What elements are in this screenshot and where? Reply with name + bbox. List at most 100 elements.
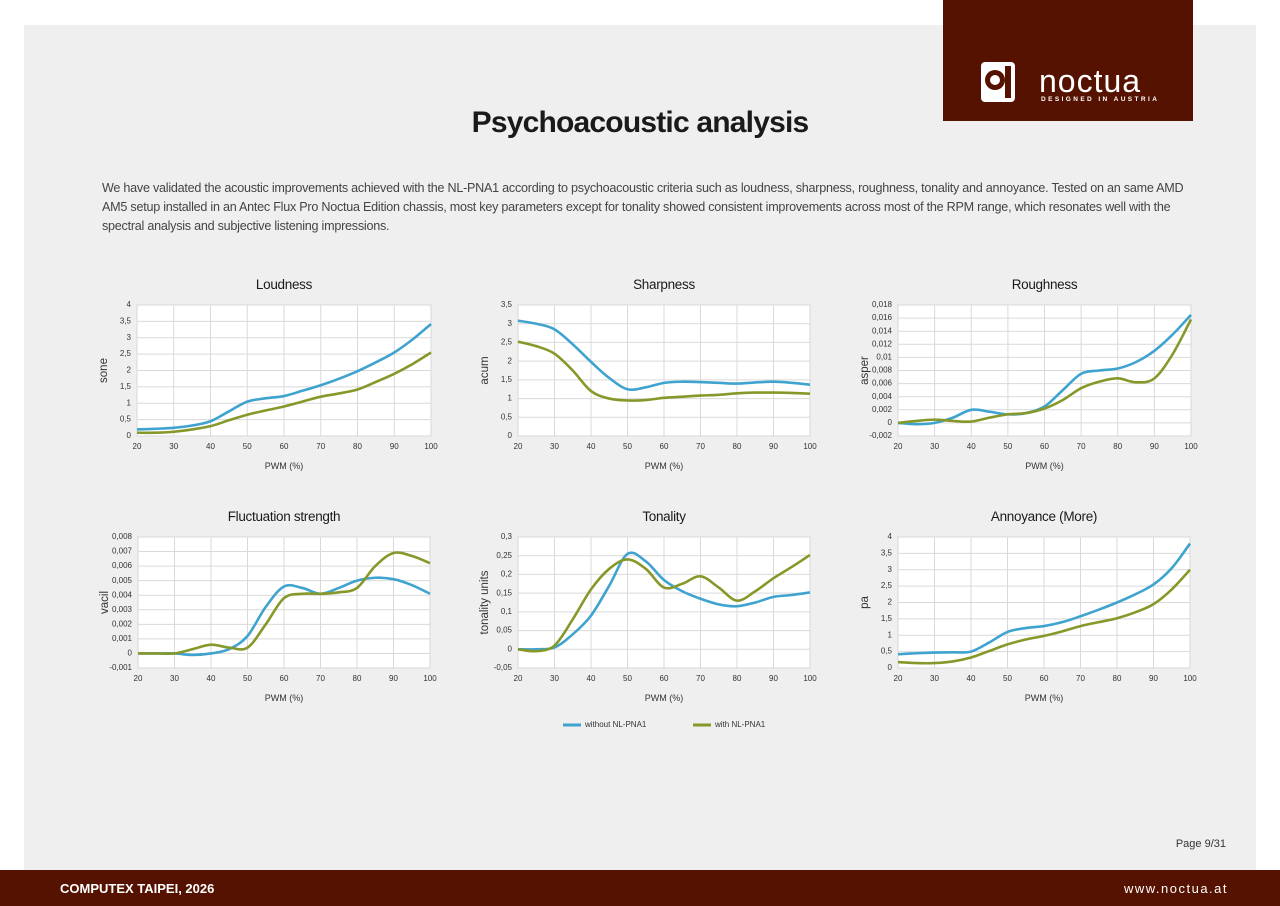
x-tick-label: 40 [587,442,596,451]
x-tick-label: 90 [769,674,778,683]
y-tick-label: 4 [888,532,893,541]
x-tick-label: 100 [423,674,437,683]
y-tick-label: 1,5 [120,382,132,391]
x-tick-label: 90 [1150,442,1159,451]
y-axis-label: pa [859,596,871,609]
y-tick-label: 0,1 [501,607,513,616]
y-tick-label: 0,005 [112,576,133,585]
y-tick-label: 2,5 [501,338,513,347]
y-axis-label: vacil [99,591,111,614]
y-tick-label: 0 [128,649,133,658]
x-tick-label: 90 [390,442,399,451]
logo-icon-bar [1005,66,1011,98]
x-tick-label: 50 [1003,442,1012,451]
y-tick-label: -0,002 [869,431,892,440]
page-number: Page 9/31 [1175,838,1226,850]
x-tick-label: 20 [134,674,143,683]
x-tick-label: 20 [133,442,142,451]
y-tick-label: 0,5 [881,647,893,656]
content-panel [24,25,1256,870]
x-tick-label: 80 [1113,674,1122,683]
y-tick-label: 0,15 [496,588,512,597]
x-axis-label: PWM (%) [1025,693,1064,703]
y-tick-label: 3,5 [501,300,513,309]
footer-event: COMPUTEX TAIPEI, 2026 [60,881,215,896]
x-tick-label: 80 [353,674,362,683]
page-title: Psychoacoustic analysis [471,106,810,139]
x-tick-label: 30 [550,674,559,683]
x-tick-label: 30 [169,442,178,451]
x-tick-label: 60 [1040,674,1049,683]
series-line [897,542,1192,656]
x-tick-label: 70 [1077,442,1086,451]
logo-box: noctua DESIGNED IN AUSTRIA [943,0,1193,121]
x-tick-label: 60 [660,674,669,683]
series-line [517,553,811,653]
x-tick-label: 40 [206,442,215,451]
legend-label: without NL-PNA1 [584,720,647,729]
y-tick-label: -0,001 [109,663,132,672]
x-tick-label: 20 [514,674,523,683]
y-tick-label: 4 [127,300,132,309]
x-tick-label: 30 [930,442,939,451]
y-tick-label: -0,05 [494,663,513,672]
x-axis-label: PWM (%) [645,693,684,703]
y-tick-label: 3 [888,565,893,574]
chart-title: Roughness [1012,277,1078,292]
x-tick-label: 20 [514,442,523,451]
legend-label: with NL-PNA1 [714,720,766,729]
series-line [897,568,1191,665]
footer: COMPUTEX TAIPEI, 2026 www.noctua.at [0,870,1280,906]
y-axis-label: sone [98,358,110,383]
y-tick-label: 0,016 [872,313,893,322]
y-tick-label: 1 [127,398,132,407]
x-tick-label: 70 [1076,674,1085,683]
x-tick-label: 30 [550,442,559,451]
y-tick-label: 0,008 [872,366,893,375]
x-tick-label: 50 [243,674,252,683]
x-tick-label: 100 [424,442,438,451]
y-tick-label: 2,5 [881,581,893,590]
x-tick-label: 100 [1184,442,1198,451]
series-line [136,351,432,435]
x-tick-label: 80 [1113,442,1122,451]
y-tick-label: 0,001 [112,634,133,643]
logo: noctua DESIGNED IN AUSTRIA [981,62,1159,103]
y-tick-label: 0,5 [501,412,513,421]
x-tick-label: 80 [353,442,362,451]
y-tick-label: 1 [508,394,513,403]
logo-tagline: DESIGNED IN AUSTRIA [1041,96,1159,103]
x-tick-label: 60 [280,674,289,683]
y-tick-label: 1,5 [881,614,893,623]
x-tick-label: 50 [623,442,632,451]
x-tick-label: 20 [894,442,903,451]
y-tick-label: 0 [127,431,132,440]
y-tick-label: 0,014 [872,326,893,335]
y-tick-label: 0,002 [112,619,133,628]
x-tick-label: 40 [967,674,976,683]
x-tick-label: 70 [316,674,325,683]
x-tick-label: 60 [280,442,289,451]
y-tick-label: 0,004 [112,590,133,599]
y-tick-label: 0,25 [496,551,512,560]
y-tick-label: 0,05 [496,626,512,635]
y-tick-label: 0,002 [872,405,893,414]
intro-text: We have validated the acoustic improveme… [102,181,1184,233]
x-tick-label: 20 [894,674,903,683]
x-tick-label: 50 [243,442,252,451]
y-tick-label: 2 [127,366,132,375]
y-tick-label: 0,018 [872,300,893,309]
x-axis-label: PWM (%) [265,693,304,703]
x-tick-label: 40 [967,442,976,451]
x-tick-label: 40 [207,674,216,683]
x-tick-label: 80 [733,674,742,683]
y-tick-label: 0 [888,418,893,427]
x-tick-label: 70 [696,674,705,683]
y-tick-label: 0,5 [120,415,132,424]
y-tick-label: 3,5 [120,316,132,325]
y-axis-label: asper [859,356,871,385]
y-tick-label: 0,008 [112,532,133,541]
y-tick-label: 2 [508,356,513,365]
y-axis-label: tonality units [479,570,491,634]
logo-name: noctua [1039,63,1141,99]
